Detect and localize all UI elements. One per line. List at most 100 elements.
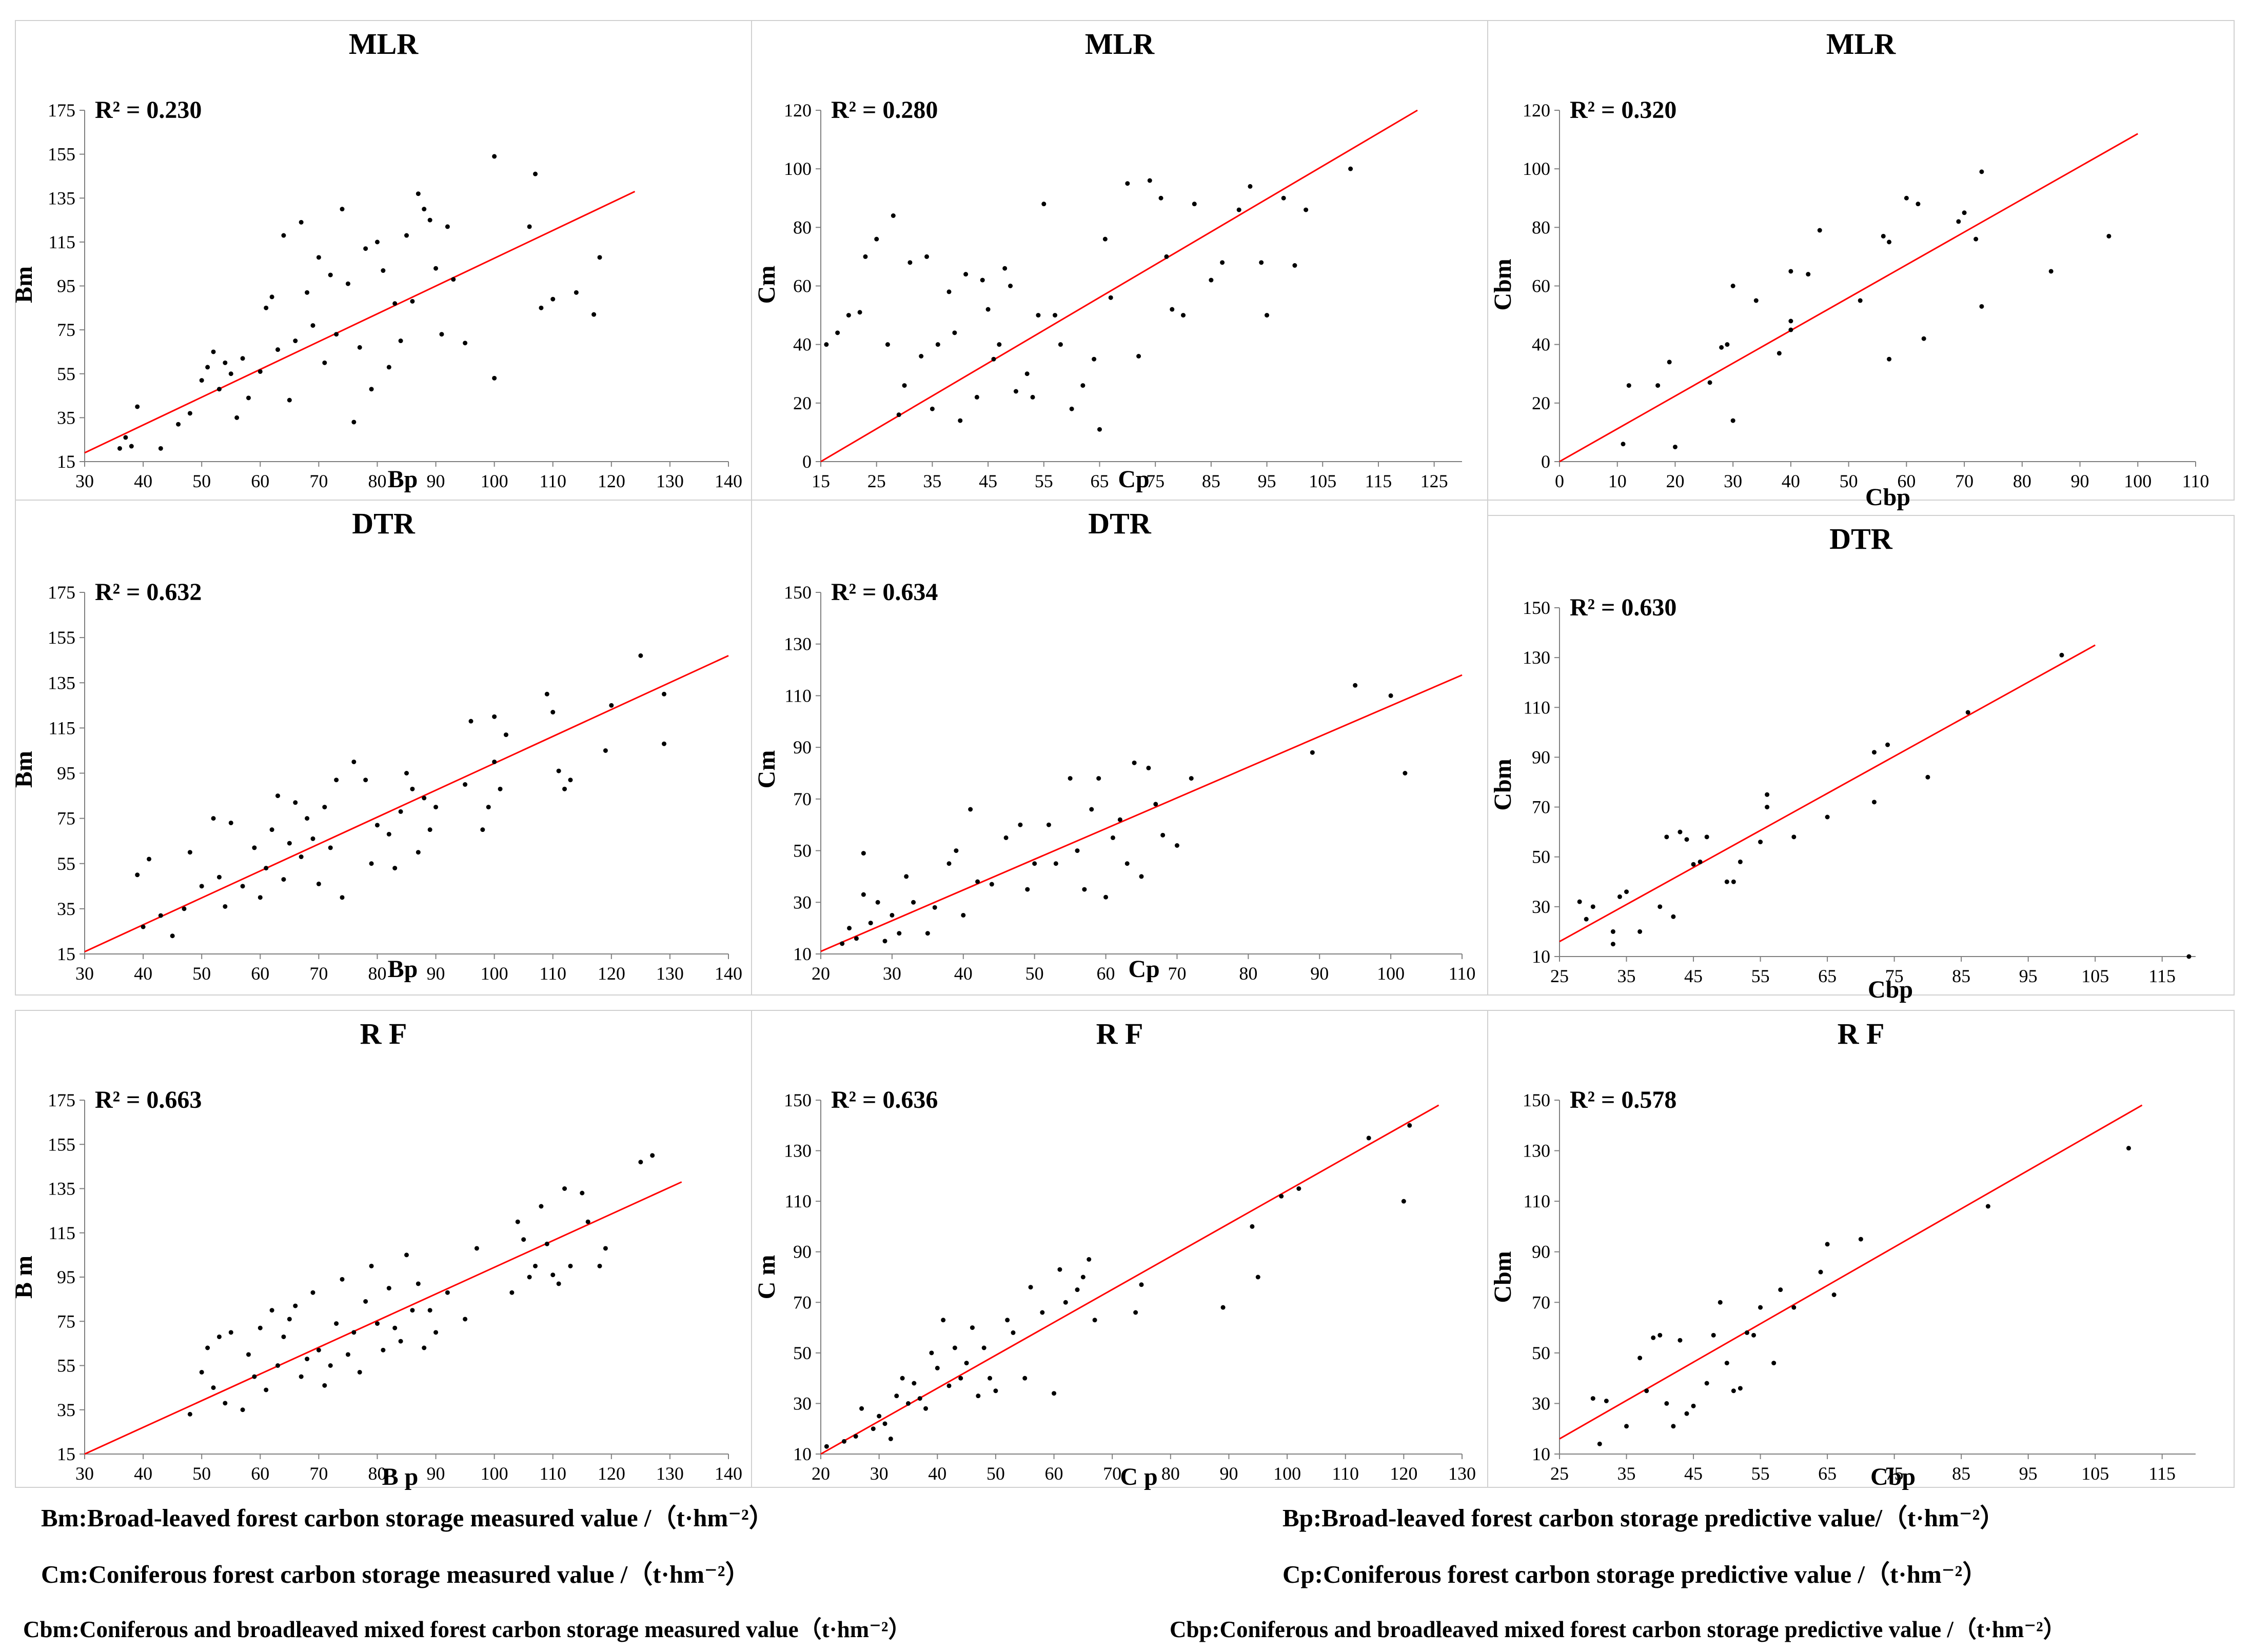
data-point bbox=[907, 260, 913, 265]
data-point bbox=[340, 207, 345, 212]
data-point bbox=[935, 1365, 940, 1370]
x-tick-label: 60 bbox=[251, 471, 269, 491]
data-point bbox=[533, 171, 538, 176]
data-point bbox=[1025, 887, 1030, 892]
data-point bbox=[888, 1436, 893, 1441]
data-point bbox=[264, 866, 269, 871]
data-point bbox=[451, 277, 456, 282]
data-point bbox=[480, 827, 485, 832]
data-point bbox=[216, 387, 222, 392]
data-point bbox=[1731, 1388, 1736, 1394]
data-point bbox=[1069, 406, 1074, 411]
data-point bbox=[1962, 210, 1967, 215]
data-point bbox=[1916, 202, 1921, 207]
data-point bbox=[1858, 1237, 1863, 1242]
data-point bbox=[1401, 1199, 1406, 1204]
y-tick-label: 75 bbox=[57, 808, 75, 829]
data-point bbox=[211, 349, 216, 354]
data-point bbox=[252, 1374, 257, 1379]
data-point bbox=[544, 691, 549, 696]
data-point bbox=[1136, 354, 1141, 359]
data-point bbox=[935, 342, 940, 347]
data-point bbox=[240, 884, 245, 889]
x-tick-label: 105 bbox=[1309, 471, 1336, 491]
data-point bbox=[474, 1246, 479, 1251]
x-tick-label: 90 bbox=[427, 963, 445, 984]
data-point bbox=[141, 924, 146, 929]
data-point bbox=[398, 809, 403, 814]
data-point bbox=[1117, 817, 1122, 822]
y-tick-label: 150 bbox=[1523, 598, 1550, 618]
data-point bbox=[1965, 710, 1970, 715]
data-point bbox=[269, 294, 274, 300]
data-point bbox=[381, 268, 386, 273]
data-point bbox=[1711, 1332, 1716, 1338]
x-tick-label: 45 bbox=[1684, 1463, 1703, 1484]
data-point bbox=[433, 266, 439, 271]
data-point bbox=[1388, 693, 1393, 698]
x-axis-label: Cp bbox=[1118, 466, 1149, 493]
y-tick-label: 10 bbox=[1532, 1444, 1550, 1464]
x-axis-label: C p bbox=[1120, 1463, 1157, 1490]
panel-border bbox=[751, 20, 1488, 501]
data-point bbox=[363, 778, 368, 783]
data-point bbox=[1677, 829, 1683, 834]
r2-annotation: R² = 0.663 bbox=[95, 1086, 202, 1113]
data-point bbox=[580, 1190, 585, 1196]
panel-border bbox=[751, 500, 1488, 996]
data-point bbox=[1080, 1275, 1085, 1280]
x-tick-label: 80 bbox=[1239, 963, 1257, 984]
data-point bbox=[316, 881, 321, 886]
data-point bbox=[539, 305, 544, 310]
x-tick-label: 110 bbox=[539, 963, 566, 984]
x-tick-label: 40 bbox=[134, 471, 152, 491]
y-tick-label: 90 bbox=[1532, 1242, 1550, 1262]
data-point bbox=[427, 1308, 432, 1313]
x-axis-label: Cp bbox=[1128, 956, 1159, 983]
data-point bbox=[1024, 371, 1030, 376]
x-tick-label: 35 bbox=[1617, 966, 1636, 986]
x-tick-label: 90 bbox=[2071, 471, 2089, 491]
data-point bbox=[981, 1345, 986, 1350]
data-point bbox=[954, 848, 959, 853]
data-point bbox=[1170, 307, 1175, 312]
data-point bbox=[445, 224, 450, 229]
data-point bbox=[1124, 861, 1130, 866]
data-point bbox=[1220, 1305, 1226, 1310]
y-axis-label: Cm bbox=[753, 750, 780, 789]
x-tick-label: 85 bbox=[1952, 966, 1970, 986]
data-point bbox=[369, 861, 374, 866]
fit-line bbox=[1559, 644, 2096, 943]
data-point bbox=[1664, 834, 1669, 840]
y-tick-label: 90 bbox=[793, 737, 812, 758]
data-point bbox=[1248, 184, 1253, 189]
x-tick-label: 30 bbox=[883, 963, 901, 984]
data-point bbox=[863, 254, 868, 259]
x-tick-label: 40 bbox=[954, 963, 973, 984]
x-tick-label: 110 bbox=[539, 471, 566, 491]
data-point bbox=[597, 255, 602, 260]
data-point bbox=[293, 339, 298, 344]
panel-border bbox=[15, 20, 752, 501]
chart-panel-rf_cm: R F 20 30 40 50 60 70 80 90 100 110 120 130 10 30 50 70 9… bbox=[751, 1010, 1488, 1490]
data-point bbox=[568, 1263, 573, 1268]
x-tick-label: 140 bbox=[715, 963, 742, 984]
chart-panel-mlr_bm: MLR 30 40 50 60 70 80 90 100 110 120 130 140 15 35 55 75… bbox=[10, 20, 752, 501]
y-tick-label: 90 bbox=[1532, 747, 1550, 767]
data-point bbox=[1236, 207, 1241, 212]
chart-panel-rf_cbm: R F 25 35 45 55 65 75 85 95 105 115 10 30 50 70 90 110 13… bbox=[1487, 1010, 2235, 1490]
data-point bbox=[662, 691, 666, 696]
data-point bbox=[1885, 742, 1890, 747]
data-point bbox=[853, 1434, 858, 1439]
y-tick-label: 150 bbox=[1523, 1090, 1550, 1110]
data-point bbox=[1788, 269, 1793, 274]
data-point bbox=[1644, 1388, 1649, 1394]
data-point bbox=[991, 356, 996, 362]
data-point bbox=[1577, 899, 1582, 904]
x-tick-label: 110 bbox=[539, 1463, 566, 1484]
data-point bbox=[503, 732, 508, 738]
data-point bbox=[1724, 1361, 1729, 1366]
x-tick-label: 80 bbox=[368, 1463, 386, 1484]
data-point bbox=[597, 1263, 602, 1268]
data-point bbox=[404, 233, 409, 238]
